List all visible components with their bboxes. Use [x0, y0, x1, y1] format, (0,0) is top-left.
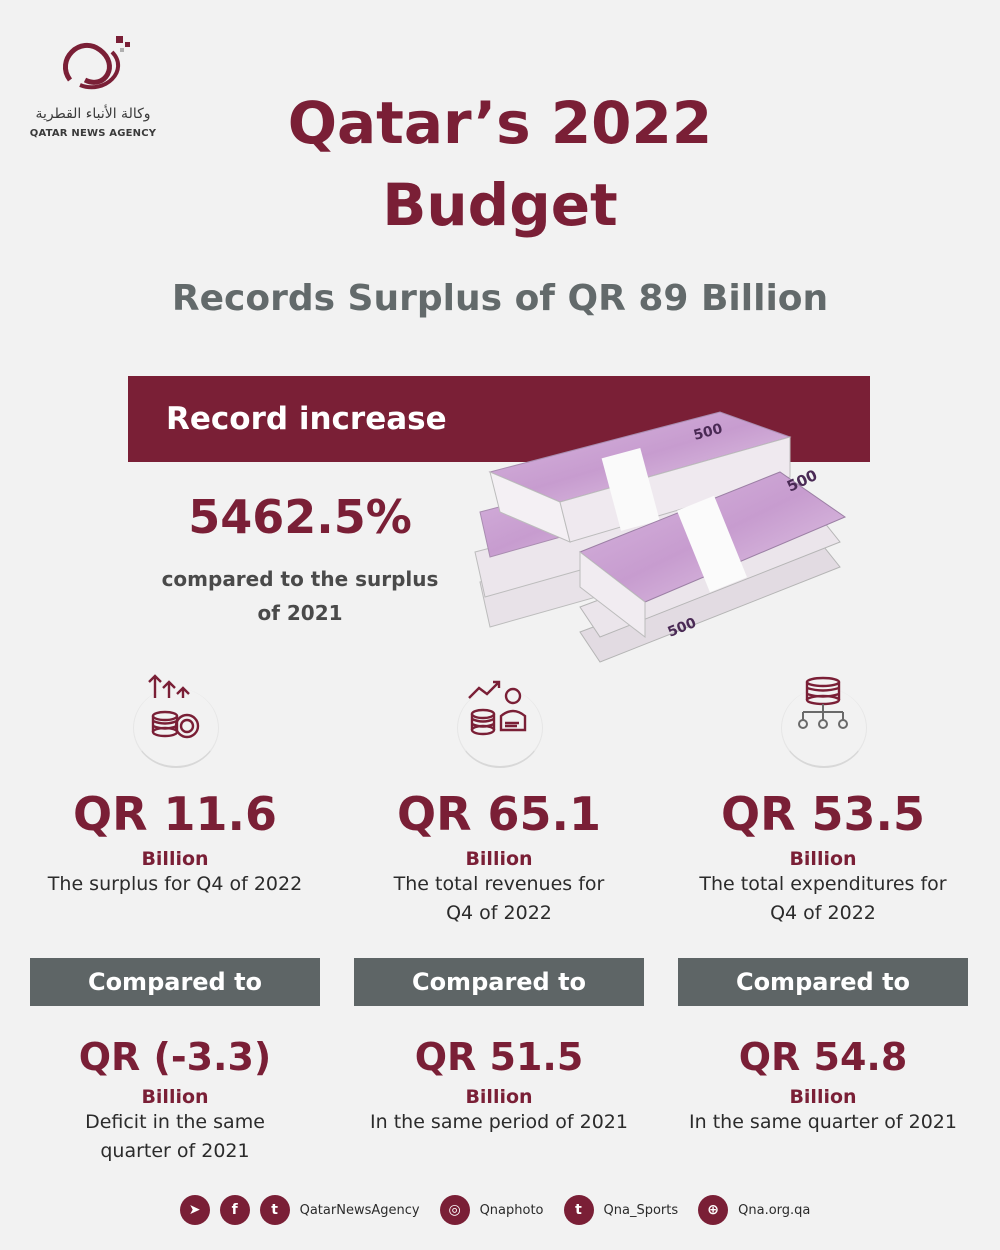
record-increase-desc-line1: compared to the surplus: [161, 567, 439, 591]
revenues-2021-value: QR 51.5: [414, 1035, 584, 1079]
facebook-icon[interactable]: f: [219, 1195, 250, 1225]
expenditures-2021-unit: Billion: [789, 1086, 857, 1108]
qna-emblem-icon: [62, 36, 130, 90]
revenues-unit: Billion: [465, 848, 533, 870]
expenditures-desc-line1: The total expenditures for: [699, 873, 947, 895]
compared-to-bar: Compared to: [354, 958, 644, 1006]
expenditures-unit: Billion: [789, 848, 857, 870]
title-line-1: Qatar’s 2022: [287, 89, 713, 157]
revenues-2021-description: In the same period of 2021: [354, 1108, 644, 1137]
revenues-description: The total revenues for Q4 of 2022: [354, 870, 644, 928]
banknote-value-label: 500: [692, 421, 725, 444]
stack-front: 500 500: [578, 466, 847, 663]
deficit-2021-description: Deficit in the same quarter of 2021: [30, 1108, 320, 1166]
surplus-description: The surplus for Q4 of 2022: [30, 870, 320, 928]
globe-icon[interactable]: ⊕: [698, 1195, 729, 1225]
expenditures-desc-line2: Q4 of 2022: [770, 902, 876, 924]
record-increase-banner: Record increase: [128, 376, 870, 462]
record-increase-desc-line2: of 2021: [257, 601, 343, 625]
qna-logo: وكالة الأنباء القطرية QATAR NEWS AGENCY: [28, 30, 168, 145]
revenues-column: QR 65.1 Billion The total revenues for Q…: [354, 668, 644, 1137]
deficit-2021-unit: Billion: [141, 1086, 209, 1108]
deficit-desc-line2: quarter of 2021: [100, 1140, 250, 1162]
page-title: Qatar’s 2022 Budget: [200, 82, 800, 246]
deficit-2021-value: QR (-3.3): [78, 1035, 272, 1079]
expenditures-2021-description: In the same quarter of 2021: [678, 1108, 968, 1137]
expenditures-description: The total expenditures for Q4 of 2022: [678, 870, 968, 928]
social-handle-qnaphoto[interactable]: Qnaphoto: [479, 1202, 544, 1218]
expenditures-column: QR 53.5 Billion The total expenditures f…: [678, 668, 968, 1137]
compared-to-bar: Compared to: [30, 958, 320, 1006]
social-handle-qatarnewsagency[interactable]: QatarNewsAgency: [299, 1202, 420, 1218]
deficit-desc-line1: Deficit in the same: [85, 1111, 265, 1133]
logo-english-text: QATAR NEWS AGENCY: [29, 128, 157, 139]
banner-label: Record increase: [166, 401, 447, 437]
title-line-2: Budget: [382, 171, 618, 239]
record-increase-description: compared to the surplus of 2021: [140, 562, 460, 630]
twitter-icon[interactable]: t: [563, 1195, 594, 1225]
surplus-column: QR 11.6 Billion The surplus for Q4 of 20…: [30, 668, 320, 1166]
social-footer: ➤ f t QatarNewsAgency ◎ Qnaphoto t Qna_S…: [0, 1192, 1000, 1228]
page-subtitle: Records Surplus of QR 89 Billion: [171, 278, 829, 319]
icon-circle: [451, 668, 547, 768]
expenditures-2021-desc-line1: In the same quarter of 2021: [689, 1111, 957, 1133]
record-increase-value: 5462.5%: [188, 490, 412, 544]
revenues-desc-line1: The total revenues for: [393, 873, 605, 895]
coins-distribution-icon: [798, 676, 848, 729]
revenues-value: QR 65.1: [396, 787, 602, 841]
revenues-2021-desc-line1: In the same period of 2021: [370, 1111, 628, 1133]
expenditures-value: QR 53.5: [720, 787, 926, 841]
compared-to-bar: Compared to: [678, 958, 968, 1006]
icon-circle: [127, 668, 223, 768]
banknote-stack-image: 500 500 500: [474, 411, 847, 663]
twitter-icon[interactable]: t: [259, 1195, 290, 1225]
logo-arabic-text: وكالة الأنباء القطرية: [35, 106, 151, 122]
telegram-icon[interactable]: ➤: [179, 1195, 210, 1225]
surplus-desc-line1: The surplus for Q4 of 2022: [47, 873, 303, 895]
instagram-icon[interactable]: ◎: [439, 1195, 470, 1225]
surplus-unit: Billion: [141, 848, 209, 870]
icon-circle: [775, 668, 871, 768]
surplus-value: QR 11.6: [72, 787, 278, 841]
revenues-desc-line2: Q4 of 2022: [446, 902, 552, 924]
website-link[interactable]: Qna.org.qa: [738, 1202, 811, 1218]
revenue-chart-icon: [468, 680, 527, 736]
social-handle-qna-sports[interactable]: Qna_Sports: [603, 1202, 679, 1218]
revenues-2021-unit: Billion: [465, 1086, 533, 1108]
coins-arrows-icon: [148, 674, 200, 739]
expenditures-2021-value: QR 54.8: [738, 1035, 908, 1079]
